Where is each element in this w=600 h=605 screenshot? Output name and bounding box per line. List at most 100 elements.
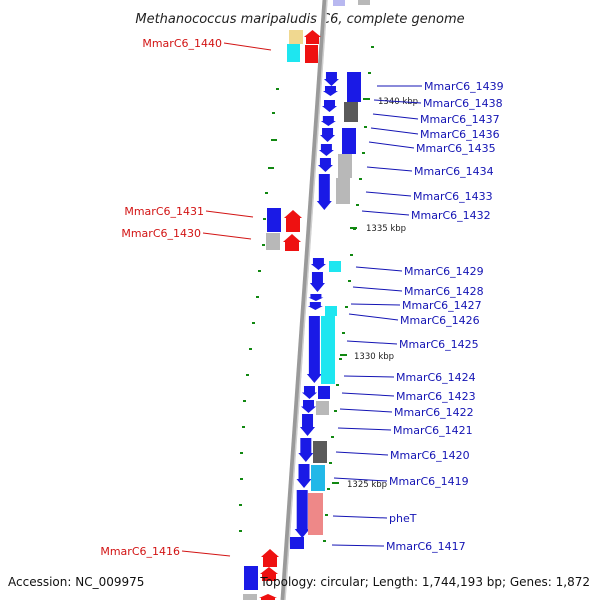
scale-tick	[271, 139, 277, 141]
gene-label-right: MmarC6_1433	[413, 190, 493, 203]
gene-block	[243, 594, 257, 600]
label-leader	[337, 427, 392, 431]
reverse-gene-arrow	[304, 30, 321, 44]
forward-gene-arrow	[308, 294, 324, 301]
label-leader	[223, 42, 272, 51]
gene-label-right: MmarC6_1421	[393, 424, 473, 437]
label-leader	[368, 141, 415, 149]
label-leader	[372, 113, 419, 120]
forward-gene-arrow	[310, 258, 326, 270]
gene-block	[287, 44, 300, 62]
gene-label-right: MmarC6_1434	[414, 165, 494, 178]
scale-label: 1325 kbp	[347, 480, 387, 490]
label-leaders	[181, 42, 422, 557]
scale-tick	[336, 384, 339, 386]
reverse-gene-arrow	[284, 210, 302, 232]
gene-label-right: MmarC6_1420	[390, 449, 470, 462]
scale-tick	[268, 167, 274, 169]
scale-tick	[263, 218, 266, 220]
gene-label-right: MmarC6_1423	[396, 390, 476, 403]
scale-major-tick	[332, 482, 339, 484]
accession-text: Accession: NC_009975	[8, 575, 144, 589]
scale-tick	[356, 204, 359, 206]
scale-tick	[256, 296, 259, 298]
gene-label-right: MmarC6_1425	[399, 338, 479, 351]
gene-block	[313, 441, 327, 463]
genome-summary-text: Topology: circular; Length: 1,744,193 bp…	[259, 575, 590, 589]
gene-feature	[358, 0, 370, 5]
gene-block	[318, 386, 330, 399]
gene-label-right: MmarC6_1436	[420, 128, 500, 141]
gene-block	[305, 45, 318, 63]
scale-tick	[368, 72, 371, 74]
gene-label-left: MmarC6_1416	[100, 545, 180, 558]
forward-gene-arrow	[318, 144, 334, 156]
gene-label-left: MmarC6_1440	[142, 37, 222, 50]
scale-tick	[242, 426, 245, 428]
label-leader	[346, 340, 398, 345]
scale-tick	[243, 400, 246, 402]
scale-label: 1330 kbp	[354, 352, 394, 362]
gene-block	[266, 233, 280, 250]
scale-tick	[323, 540, 326, 542]
label-leader	[335, 451, 389, 456]
forward-gene-arrow	[322, 100, 337, 112]
scale-tick	[239, 504, 242, 506]
gene-label-right: MmarC6_1437	[420, 113, 500, 126]
gene-block	[311, 465, 325, 491]
gene-label-right: MmarC6_1432	[411, 209, 491, 222]
scale-major-tick	[340, 354, 347, 356]
gene-features	[243, 0, 370, 602]
gene-feature	[333, 0, 345, 6]
gene-label-right: MmarC6_1439	[424, 80, 504, 93]
genome-backbone	[280, 0, 328, 601]
gene-block	[325, 306, 337, 316]
gene-label-left: MmarC6_1431	[124, 205, 204, 218]
forward-gene-arrow	[301, 400, 316, 413]
label-leader	[181, 550, 231, 557]
scale-tick	[350, 254, 353, 256]
label-leader	[343, 375, 395, 378]
gene-block	[338, 154, 352, 178]
gene-label-right: MmarC6_1429	[404, 265, 484, 278]
reverse-gene-arrow	[259, 594, 277, 602]
forward-gene-arrow	[323, 72, 339, 86]
scale-tick	[239, 530, 242, 532]
scale-tick	[325, 514, 328, 516]
scale-tick	[359, 178, 362, 180]
gene-block	[321, 316, 335, 384]
scale-tick	[334, 410, 337, 412]
label-leader	[341, 392, 395, 397]
scale-ticks	[239, 46, 374, 542]
map-title: Methanococcus maripaludis C6, complete g…	[135, 12, 464, 27]
reverse-gene-arrow	[260, 567, 278, 581]
label-leader	[366, 166, 413, 172]
scale-tick	[345, 306, 348, 308]
forward-gene-arrow	[316, 174, 332, 210]
scale-tick	[240, 452, 243, 454]
scale-tick	[331, 436, 334, 438]
scale-tick	[364, 126, 367, 128]
reverse-gene-arrow	[283, 234, 301, 251]
reverse-gene-arrow	[261, 549, 279, 567]
gene-block	[244, 566, 258, 590]
gene-block	[289, 30, 303, 44]
forward-gene-arrow	[317, 158, 333, 172]
scale-tick	[240, 478, 243, 480]
forward-gene-arrow	[296, 464, 312, 488]
label-leader	[361, 210, 410, 216]
gene-label-right: MmarC6_1428	[404, 285, 484, 298]
gene-block	[290, 537, 304, 549]
scale-major-tick	[363, 98, 370, 100]
label-leader	[365, 191, 412, 197]
gene-block	[316, 401, 329, 415]
gene-label-right: MmarC6_1426	[400, 314, 480, 327]
label-leader	[352, 286, 403, 292]
forward-gene-arrow	[307, 302, 323, 310]
label-leader	[332, 515, 388, 519]
gene-block	[329, 261, 341, 272]
backbone-highlight	[284, 0, 328, 601]
label-leader	[348, 313, 399, 321]
scale-tick	[262, 244, 265, 246]
